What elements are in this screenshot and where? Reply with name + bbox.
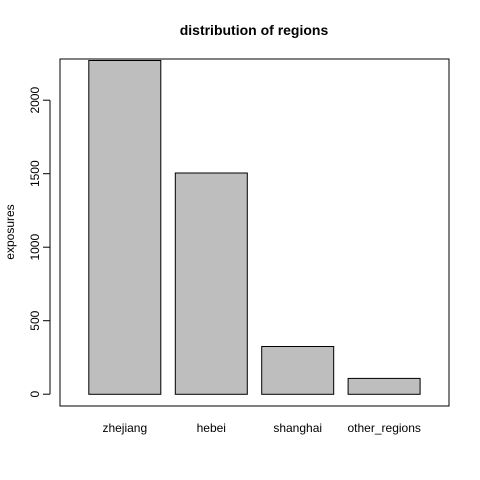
y-tick-label: 2000 — [28, 87, 42, 114]
bars-group — [88, 60, 421, 395]
chart-title: distribution of regions — [180, 22, 329, 38]
plot-frame — [59, 58, 450, 407]
y-tick-label: 1500 — [28, 160, 42, 187]
y-tick-label: 0 — [28, 391, 42, 398]
y-axis-label: exposures — [3, 204, 17, 259]
x-axis-labels: zhejiang hebei shanghai other_regions — [102, 421, 420, 435]
x-tick-label: zhejiang — [102, 421, 147, 435]
bar-zhejiang — [88, 60, 162, 395]
bar-hebei — [174, 172, 248, 395]
x-tick-label: shanghai — [273, 421, 322, 435]
bar-other-regions — [347, 377, 421, 395]
y-axis: 0 500 1000 1500 2000 — [28, 87, 51, 398]
x-tick-label: hebei — [197, 421, 226, 435]
y-tick-label: 500 — [28, 310, 42, 330]
bar-shanghai — [261, 346, 335, 395]
x-tick-label: other_regions — [348, 421, 421, 435]
y-tick-label: 1000 — [28, 234, 42, 261]
